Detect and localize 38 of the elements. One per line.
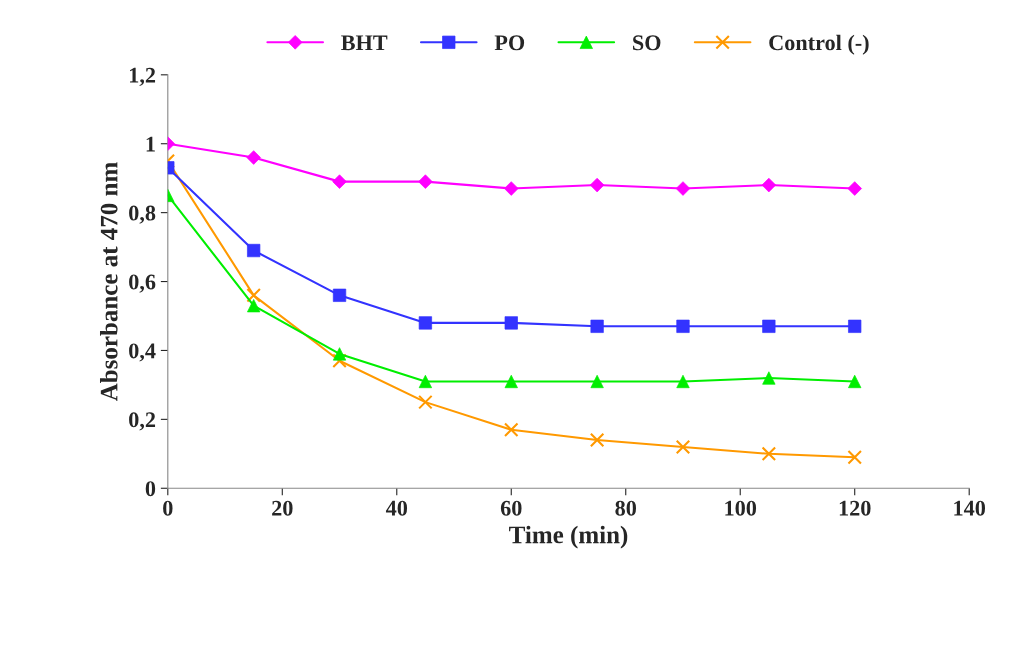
point xyxy=(675,181,691,196)
x-tick-label: 0 xyxy=(163,500,173,516)
y-axis-title: Absorbance at 470 nm xyxy=(99,162,118,402)
legend-label: PO xyxy=(494,35,525,51)
x-tick-label: 80 xyxy=(615,500,637,516)
point xyxy=(504,181,519,196)
point xyxy=(332,288,347,302)
point xyxy=(589,432,605,448)
y-tick-label: 1 xyxy=(146,136,155,152)
point xyxy=(332,353,347,369)
legend-label: BHT xyxy=(341,35,388,51)
y-tick-label: 0,4 xyxy=(129,343,156,362)
point xyxy=(246,150,261,165)
x-tick-label: 20 xyxy=(272,500,293,516)
y-tick-label: 0,2 xyxy=(129,412,156,431)
x-axis-title: Time (min) xyxy=(509,525,628,549)
y-tick-label: 0 xyxy=(145,481,156,497)
x-tick-label: 40 xyxy=(385,500,408,516)
x-tick-label: 100 xyxy=(725,500,757,516)
point xyxy=(675,439,691,455)
legend-label: Control (-) xyxy=(769,34,869,55)
point xyxy=(762,319,776,333)
x-tick-label: 60 xyxy=(500,500,522,516)
y-tick-label: 1,2 xyxy=(130,67,156,86)
point xyxy=(676,374,690,389)
legend-label: SO xyxy=(633,35,661,51)
point xyxy=(246,288,261,303)
point xyxy=(761,446,777,462)
x-tick-label: 140 xyxy=(954,500,986,516)
point xyxy=(418,394,433,410)
y-tick-label: 0,8 xyxy=(129,205,156,224)
point xyxy=(590,319,604,333)
y-tick-label: 0,6 xyxy=(129,274,156,293)
point xyxy=(847,181,862,196)
point xyxy=(503,422,519,437)
x-tick-label: 120 xyxy=(839,500,871,516)
point xyxy=(504,316,518,330)
point xyxy=(847,449,863,465)
